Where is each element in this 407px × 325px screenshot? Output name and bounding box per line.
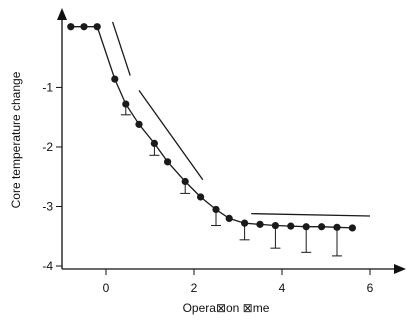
y-tick-label: -3 bbox=[42, 199, 53, 213]
trend-segment bbox=[111, 21, 131, 76]
trend-lines bbox=[111, 21, 371, 217]
y-tick-label: -1 bbox=[42, 80, 53, 94]
data-point bbox=[111, 75, 119, 83]
x-axis-arrow bbox=[394, 264, 406, 274]
data-point bbox=[80, 23, 88, 31]
data-point bbox=[197, 193, 205, 201]
x-tick-label: 2 bbox=[191, 281, 198, 295]
x-axis-title: Opera⊠on ⊠me bbox=[183, 301, 270, 315]
y-tick-label: -2 bbox=[42, 140, 53, 154]
x-ticks: 0 2 4 6 bbox=[103, 269, 374, 295]
chart-axes bbox=[57, 8, 406, 274]
data-point bbox=[181, 177, 189, 186]
trend-segment bbox=[138, 90, 204, 181]
data-point bbox=[225, 214, 233, 222]
y-axis-arrow bbox=[57, 8, 67, 20]
data-point bbox=[318, 223, 326, 231]
y-ticks: -1 -2 -3 -4 bbox=[42, 80, 62, 273]
data-point bbox=[302, 223, 310, 231]
data-point bbox=[135, 120, 143, 128]
series-line bbox=[70, 26, 353, 229]
data-point bbox=[241, 219, 249, 227]
data-point bbox=[271, 221, 279, 230]
x-tick-label: 0 bbox=[103, 281, 110, 295]
y-axis-title: Core temperature change bbox=[9, 71, 23, 208]
data-point bbox=[93, 23, 101, 31]
data-point bbox=[164, 158, 172, 166]
data-point bbox=[122, 100, 130, 108]
x-tick-label: 4 bbox=[279, 281, 286, 295]
data-point bbox=[256, 220, 264, 228]
data-point bbox=[212, 205, 220, 214]
data-point bbox=[333, 223, 341, 231]
error-bars bbox=[120, 104, 342, 257]
data-point bbox=[150, 139, 158, 147]
y-tick-label: -4 bbox=[42, 259, 53, 273]
trend-segment bbox=[251, 212, 371, 217]
data-point bbox=[287, 222, 295, 230]
x-tick-label: 6 bbox=[367, 281, 374, 295]
data-points bbox=[67, 23, 356, 232]
data-point bbox=[348, 224, 356, 232]
data-point bbox=[67, 23, 75, 31]
